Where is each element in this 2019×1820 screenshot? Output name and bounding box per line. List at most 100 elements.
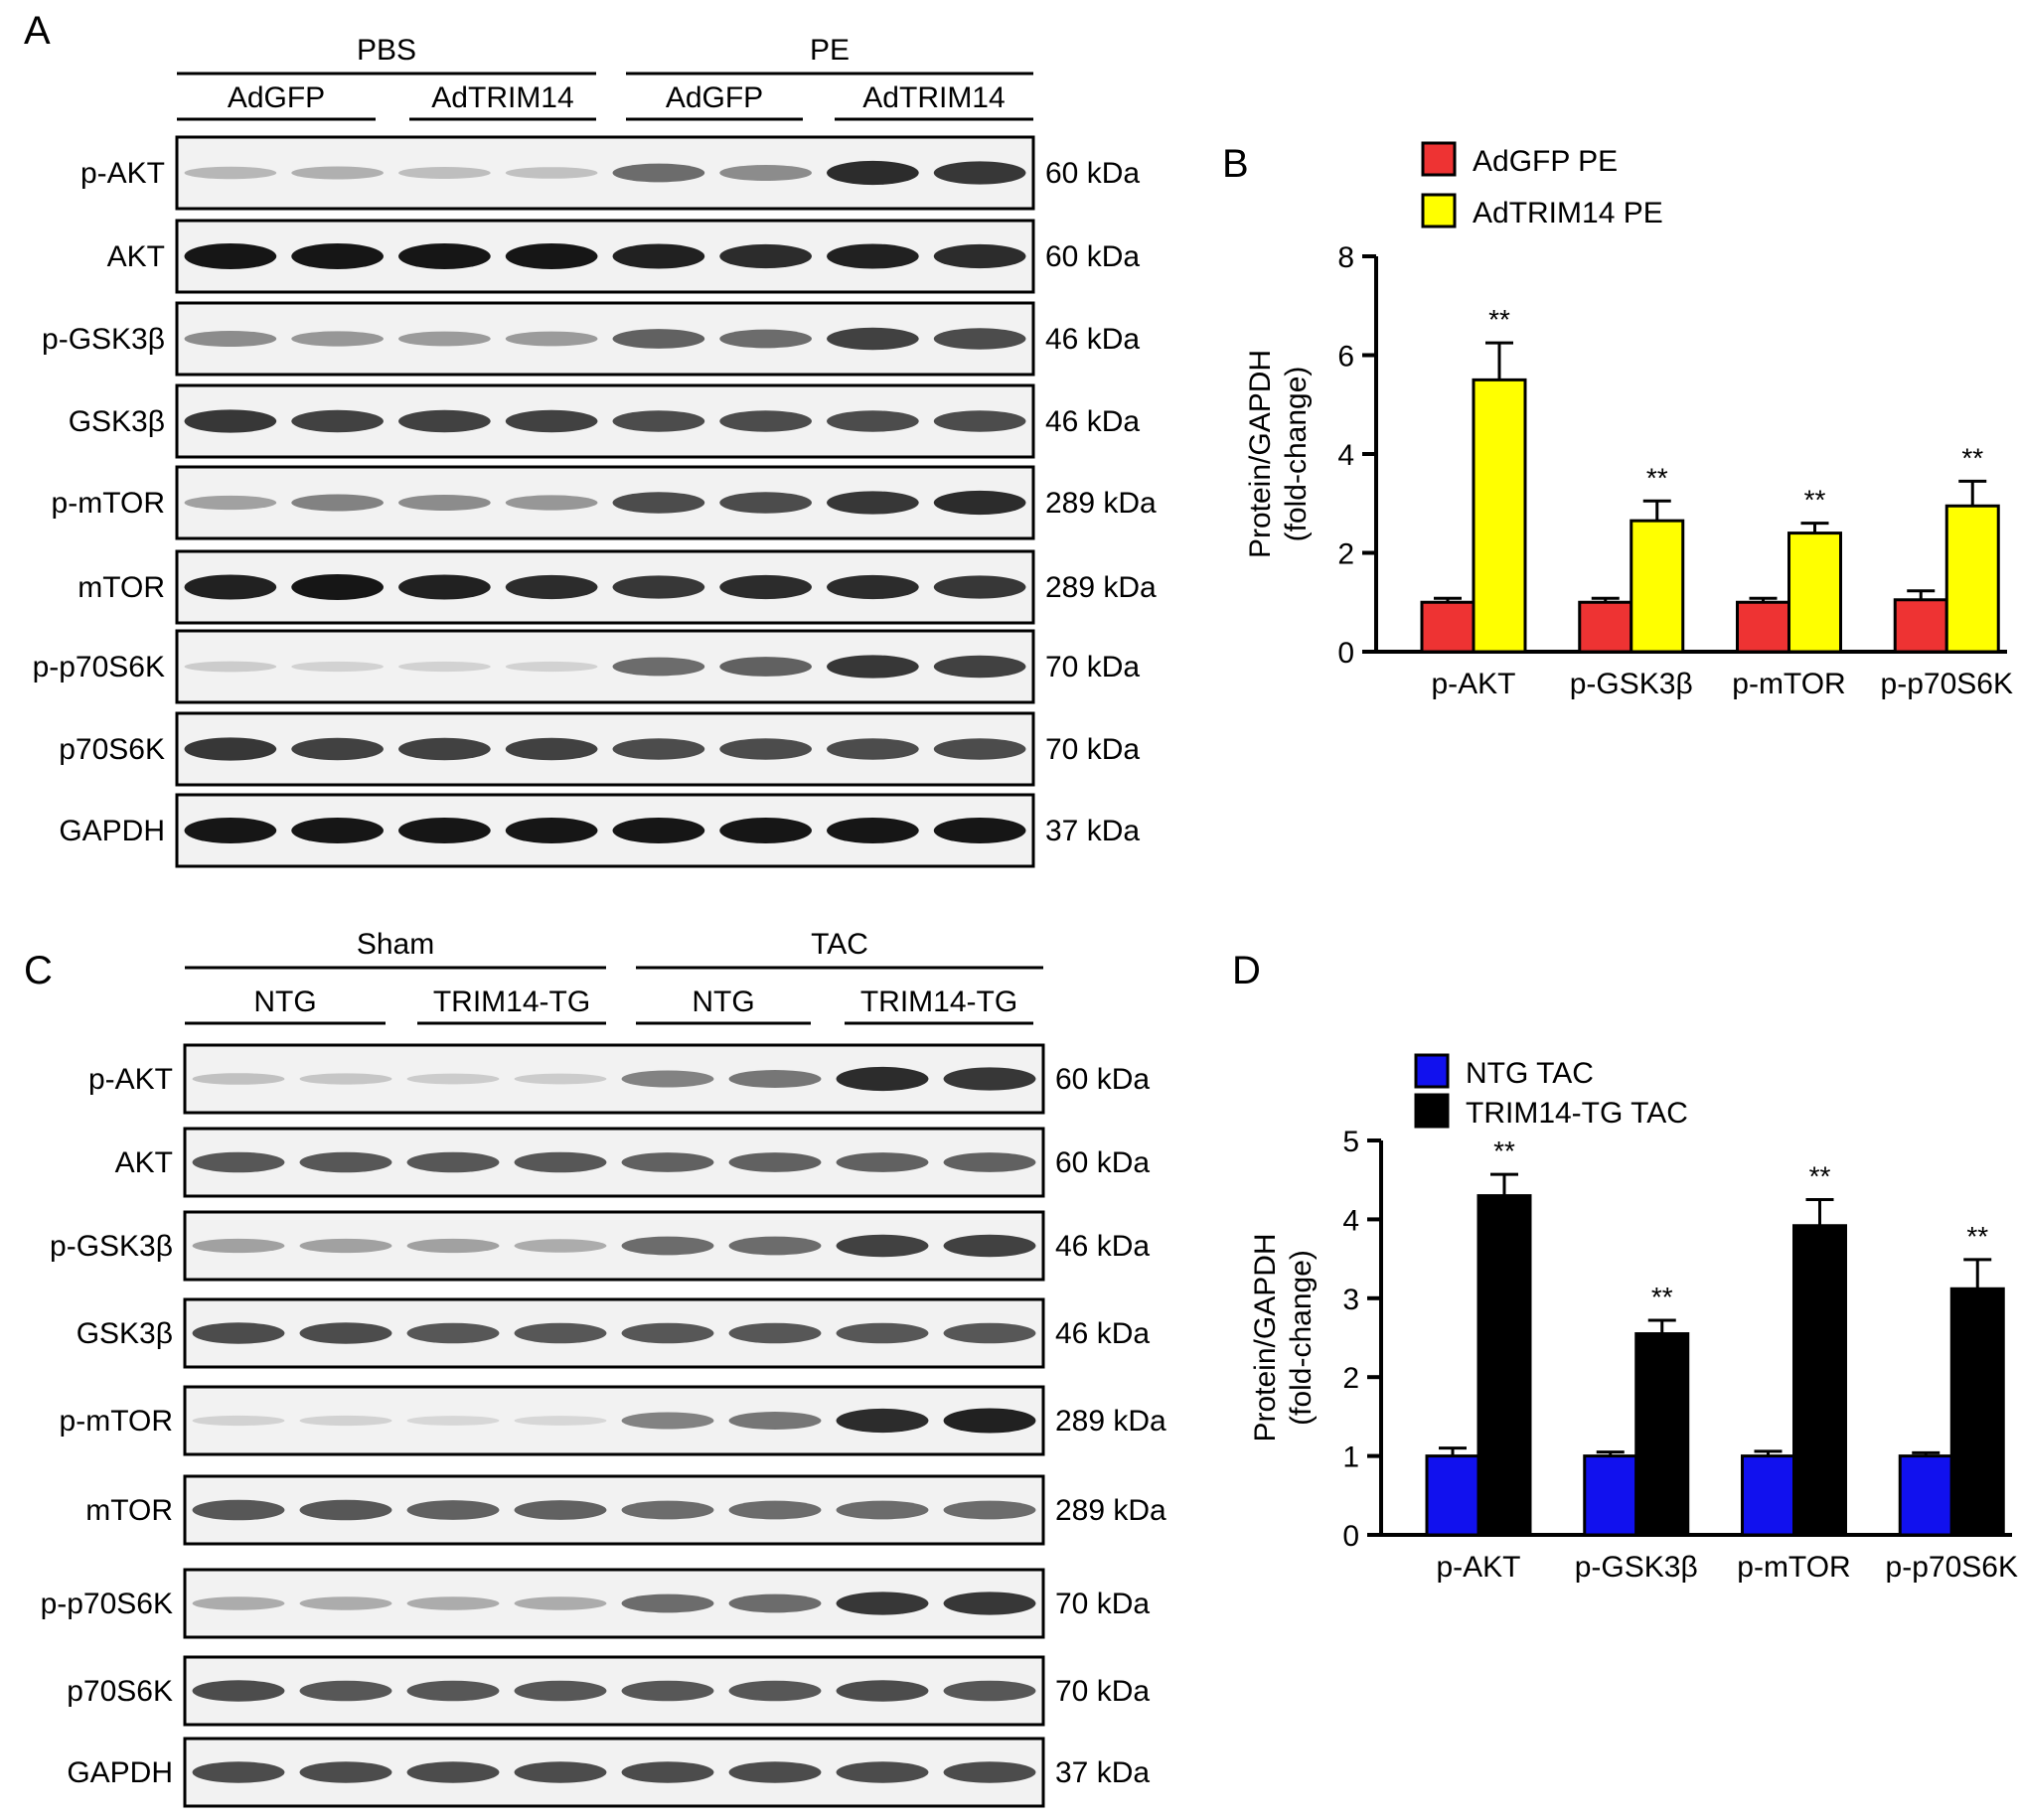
group-label: AdTRIM14 [862,81,1005,114]
legend-swatch [1414,1053,1450,1089]
x-tick-label: p-mTOR [1737,1551,1850,1584]
significance-marker: ** [1966,1221,1988,1252]
protein-band [406,1500,500,1520]
blot-protein-label: AKT [107,240,165,273]
legend-label: NTG TAC [1466,1057,1594,1090]
bar-chart-panel-d: 0 1 2 3 4 5 Protein/GAPDH (fold-change) ** p-AKT *… [1249,1053,2018,1584]
protein-band [184,409,277,433]
protein-band [943,1761,1036,1783]
x-tick-label: p-mTOR [1732,668,1845,700]
protein-band [299,1499,392,1521]
bar [1944,504,2000,654]
protein-band [299,1238,392,1254]
protein-band [184,243,277,269]
blot-protein-label: p-p70S6K [33,651,165,683]
protein-band [933,738,1026,760]
protein-band [621,1152,714,1172]
protein-band [299,1151,392,1173]
protein-band [291,737,384,761]
protein-band [719,738,812,760]
protein-band [719,329,812,349]
group-label: AdGFP [228,81,325,114]
y-axis-label-line: (fold-change) [1280,367,1313,542]
protein-band [719,492,812,514]
blot-kda-label: 70 kDa [1045,651,1140,683]
protein-band [291,661,384,673]
protein-band [836,1500,929,1520]
blot-protein-label: p-GSK3β [50,1230,173,1263]
blot-protein-label: p-GSK3β [42,323,165,356]
protein-band [398,661,491,673]
protein-band [612,243,705,269]
blot-kda-label: 289 kDa [1045,571,1157,604]
y-tick-label: 2 [1342,1362,1359,1395]
legend-label: TRIM14-TG TAC [1466,1097,1688,1130]
protein-band [514,1322,607,1344]
protein-band [827,574,919,600]
legend-label: AdTRIM14 PE [1473,197,1663,229]
protein-band [192,1596,285,1610]
protein-band [612,575,705,599]
protein-band [612,163,705,183]
protein-band [299,1073,392,1085]
protein-band [827,410,919,432]
protein-band [943,1500,1036,1520]
blot-kda-label: 70 kDa [1045,733,1140,766]
bar [1792,1224,1847,1537]
bar [1472,378,1527,654]
blot-kda-label: 289 kDa [1045,487,1157,520]
protein-band [514,1500,607,1520]
protein-band [184,495,277,511]
y-tick-label: 3 [1342,1284,1359,1316]
significance-marker: ** [1804,485,1826,516]
y-axis-label-line: Protein/GAPDH [1244,350,1277,558]
protein-band [505,661,598,673]
y-tick-label: 8 [1337,241,1354,274]
protein-band [505,243,598,269]
bar [1634,1332,1690,1537]
protein-band [184,574,277,600]
protein-band [836,1680,929,1702]
group-label: AdTRIM14 [431,81,573,114]
protein-band [406,1322,500,1344]
significance-marker: ** [1493,1136,1515,1166]
protein-band [291,243,384,269]
panel-letter-d: D [1232,949,1261,992]
legend-swatch [1421,193,1457,228]
blot-kda-label: 46 kDa [1055,1317,1150,1350]
x-tick-label: p-GSK3β [1570,668,1693,700]
protein-band [192,1680,285,1702]
protein-band [836,1152,929,1172]
protein-band [827,243,919,269]
protein-band [933,161,1026,185]
protein-band [728,1322,822,1344]
protein-band [943,1680,1036,1702]
protein-band [728,1412,822,1430]
significance-marker: ** [1809,1161,1831,1192]
protein-band [836,1066,929,1092]
protein-band [827,655,919,679]
protein-band [505,167,598,179]
blot-protein-label: p70S6K [59,733,165,766]
y-tick-label: 0 [1337,637,1354,670]
bar [1949,1287,2005,1537]
protein-band [827,491,919,515]
blot-protein-label: p-mTOR [52,487,165,520]
blot-kda-label: 46 kDa [1045,323,1140,356]
group-label: NTG [253,986,316,1018]
protein-band [184,737,277,761]
blot-protein-label: p-AKT [88,1063,173,1096]
protein-band [719,574,812,600]
blot-protein-label: GAPDH [67,1756,173,1789]
significance-marker: ** [1651,1282,1673,1312]
bar [1898,1454,1953,1537]
protein-band [933,818,1026,843]
protein-band [192,1322,285,1344]
protein-band [299,1322,392,1344]
protein-band [612,818,705,843]
protein-band [621,1412,714,1430]
protein-band [612,329,705,349]
blot-protein-label: mTOR [85,1494,173,1527]
y-tick-label: 6 [1337,341,1354,374]
western-blot-panel-c: Sham TAC NTG TRIM14-TG NTG TRIM14-TG p-AKT 60 k… [41,928,1166,1808]
